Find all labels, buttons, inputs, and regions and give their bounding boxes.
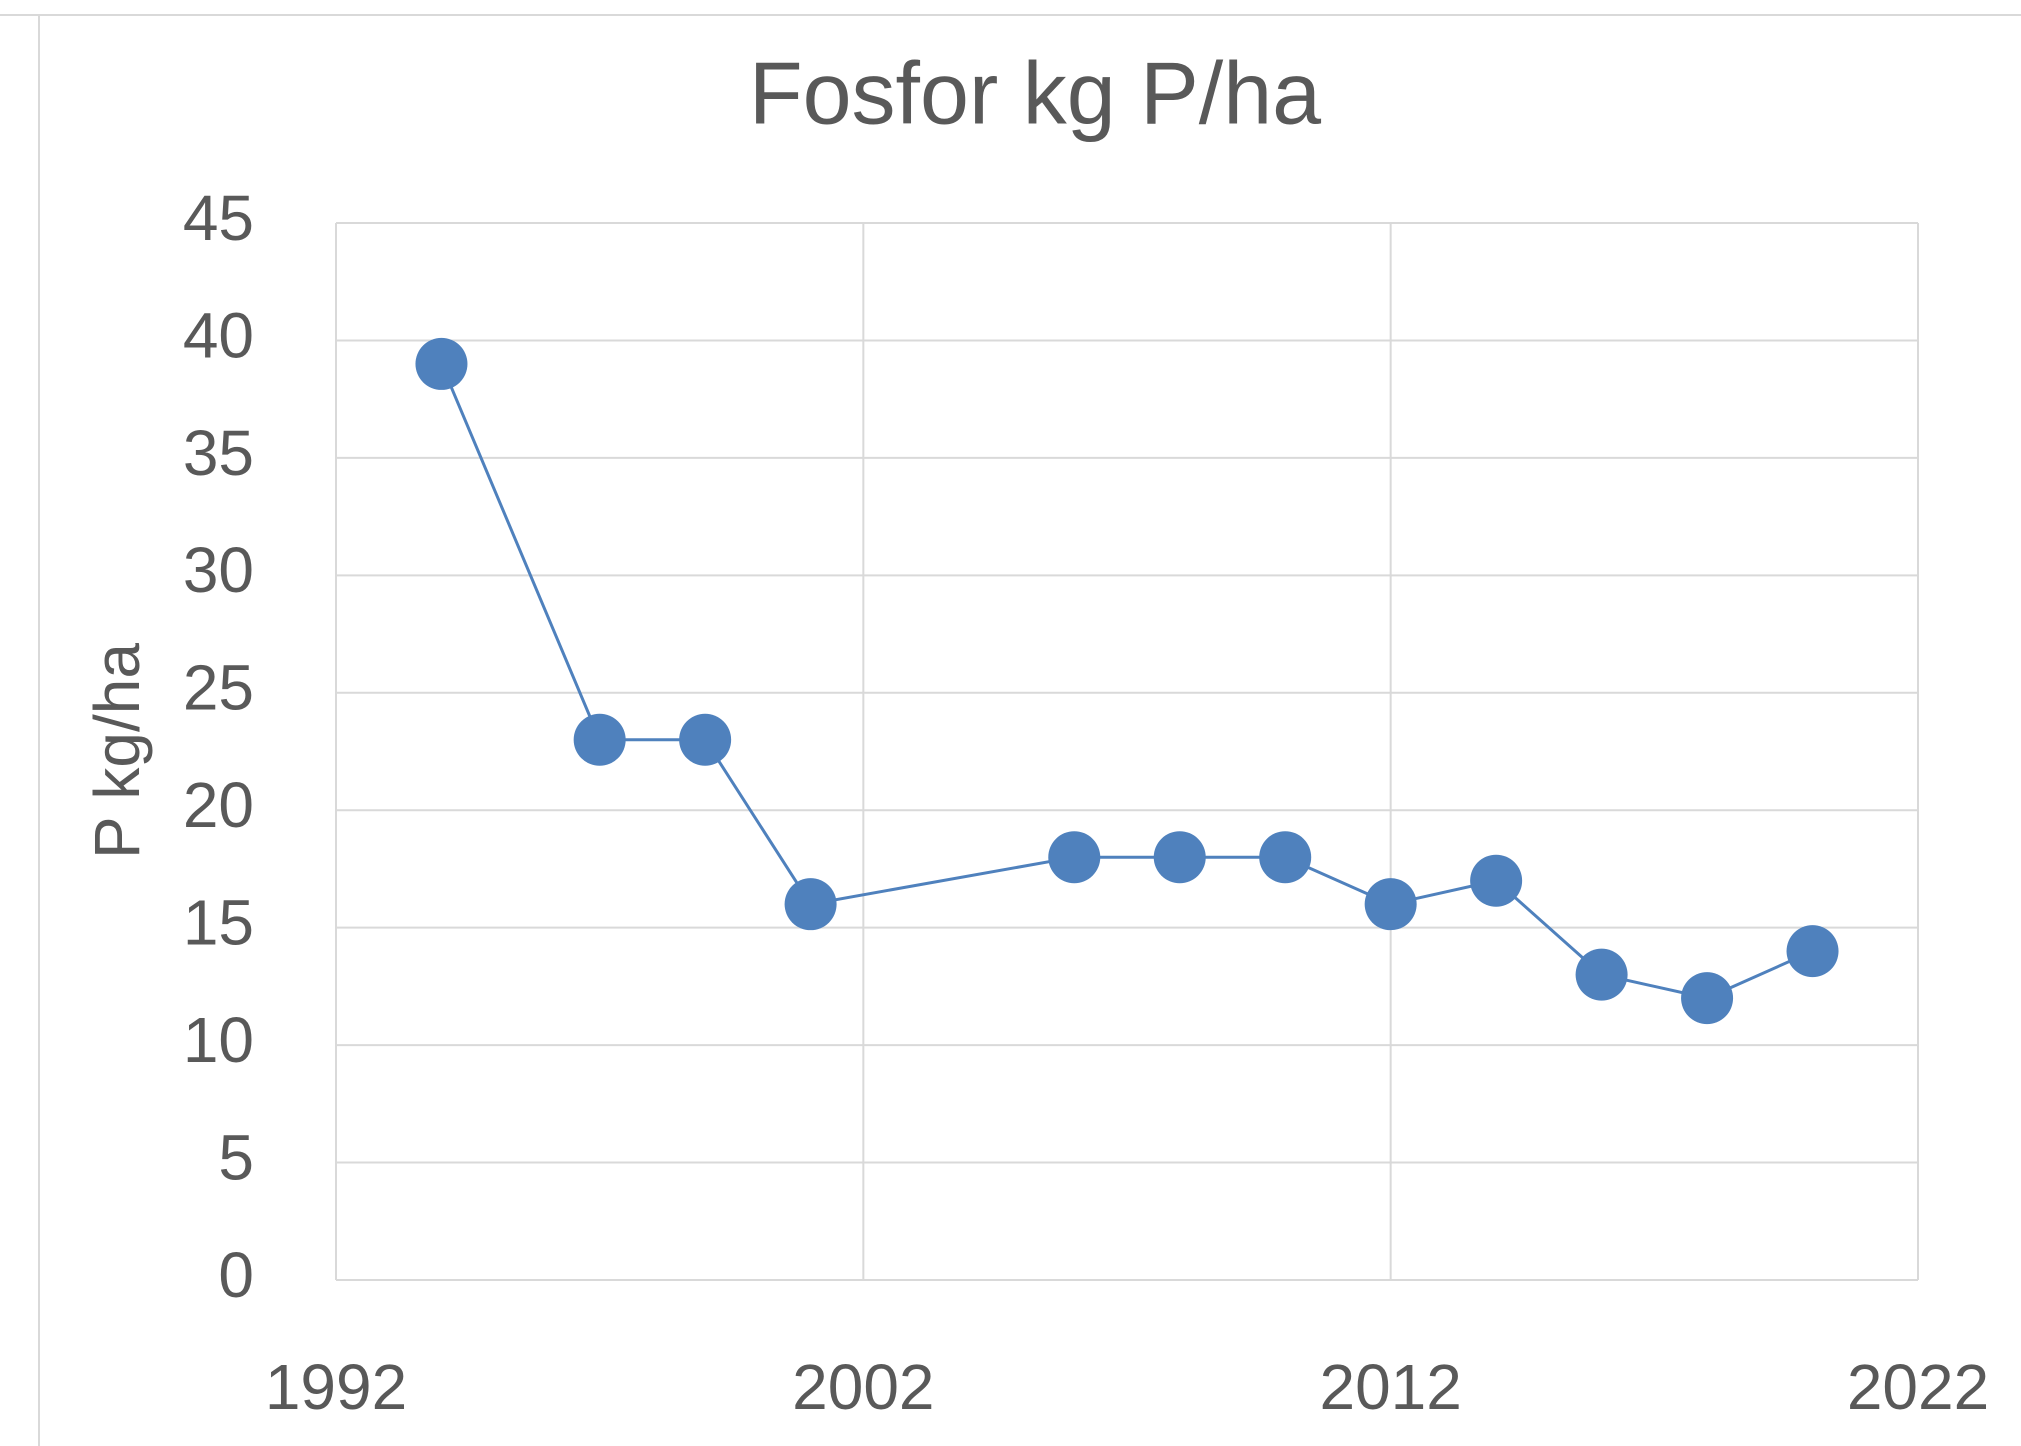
y-tick-label: 15: [183, 887, 254, 959]
y-tick-label: 25: [183, 652, 254, 724]
data-point: [1153, 831, 1206, 884]
data-point: [1470, 854, 1523, 907]
y-tick-label: 30: [183, 534, 254, 606]
data-point: [1259, 831, 1312, 884]
data-point: [679, 713, 732, 766]
y-tick-label: 5: [218, 1121, 254, 1193]
data-point: [1364, 878, 1417, 931]
data-point: [1048, 831, 1101, 884]
data-point: [415, 337, 468, 390]
data-point: [784, 878, 837, 931]
y-tick-label: 35: [183, 417, 254, 489]
y-axis-label: P kg/ha: [81, 643, 153, 859]
data-point: [1575, 948, 1628, 1001]
y-tick-label: 0: [218, 1239, 254, 1311]
series-line: [440, 363, 1814, 1000]
y-tick-label: 40: [183, 299, 254, 371]
chart-title: Fosfor kg P/ha: [749, 43, 1321, 142]
y-tick-label: 10: [183, 1004, 254, 1076]
y-tick-label: 45: [183, 182, 254, 254]
x-tick-label: 2012: [1319, 1351, 1461, 1423]
data-point: [1681, 972, 1734, 1025]
x-tick-label: 2022: [1847, 1351, 1989, 1423]
x-tick-label: 1992: [265, 1351, 407, 1423]
y-tick-label: 20: [183, 769, 254, 841]
data-point: [1786, 925, 1839, 978]
data-point: [573, 713, 626, 766]
x-tick-label: 2002: [792, 1351, 934, 1423]
